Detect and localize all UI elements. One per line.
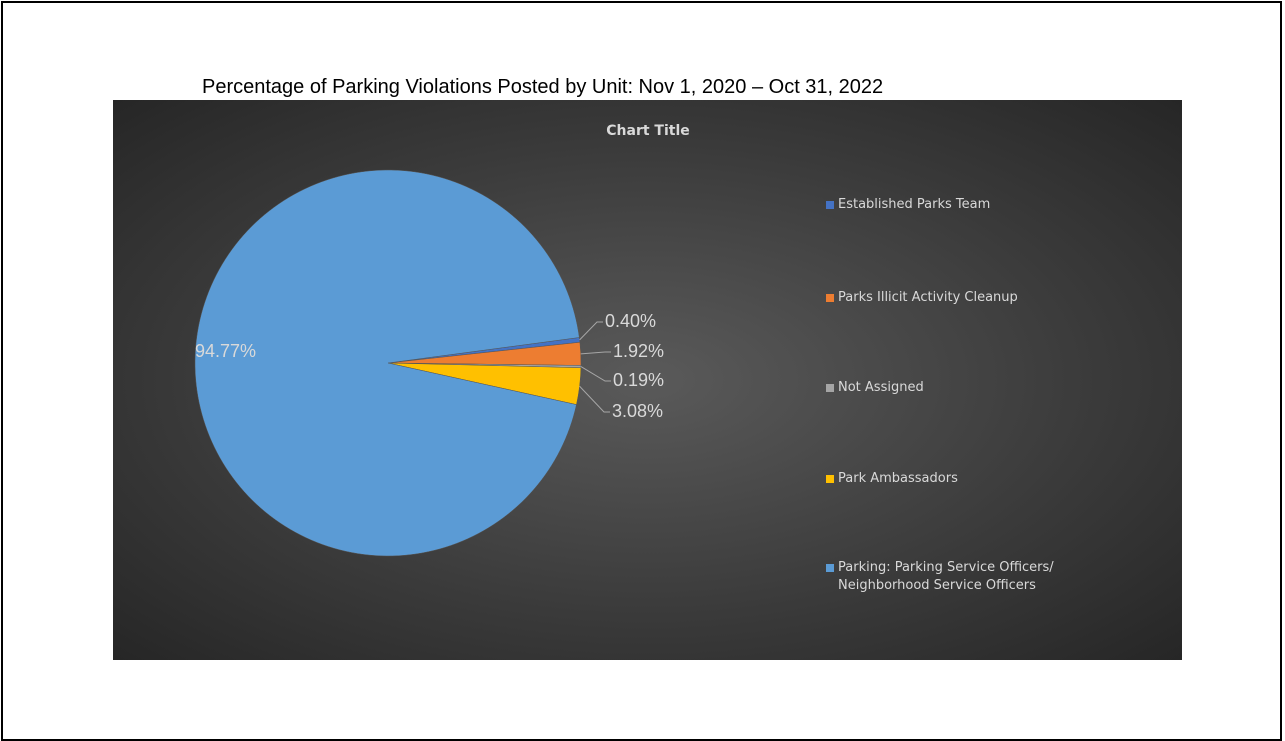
legend-swatch [826, 564, 834, 572]
legend-swatch [826, 294, 834, 302]
legend-swatch [826, 201, 834, 209]
legend-label: Parks Illicit Activity Cleanup [838, 290, 1018, 305]
legend-swatch [826, 475, 834, 483]
legend-label: Park Ambassadors [838, 471, 958, 486]
pie-slice [194, 169, 580, 557]
chart-title: Chart Title [606, 123, 690, 139]
data-label: 94.77% [195, 341, 256, 361]
legend-label: Not Assigned [838, 380, 924, 395]
data-label: 3.08% [612, 401, 663, 421]
legend-entry: Parking: Parking Service Officers/ Neigh… [826, 559, 1126, 595]
slide-title: Percentage of Parking Violations Posted … [202, 76, 884, 98]
legend-entry: Park Ambassadors [826, 470, 1126, 488]
data-label: 0.40% [605, 311, 656, 331]
data-label: 1.92% [613, 341, 664, 361]
legend-entry: Established Parks Team [826, 196, 1126, 214]
leader-line [579, 321, 603, 341]
legend-entry: Not Assigned [826, 379, 1126, 397]
data-label: 0.19% [613, 370, 664, 390]
leader-line [580, 351, 611, 355]
leader-line [579, 385, 610, 413]
chart-panel: Chart Title 0.40% 1.92% 0.19% 3.08% 94.77% E… [113, 100, 1182, 660]
legend-label: Parking: Parking Service Officers/ Neigh… [838, 560, 1054, 593]
legend-entry: Parks Illicit Activity Cleanup [826, 289, 1126, 307]
legend-swatch [826, 384, 834, 392]
legend-label: Established Parks Team [838, 197, 991, 212]
chart: Chart Title 0.40% 1.92% 0.19% 3.08% 94.77% [194, 123, 690, 557]
leader-line [580, 366, 611, 382]
